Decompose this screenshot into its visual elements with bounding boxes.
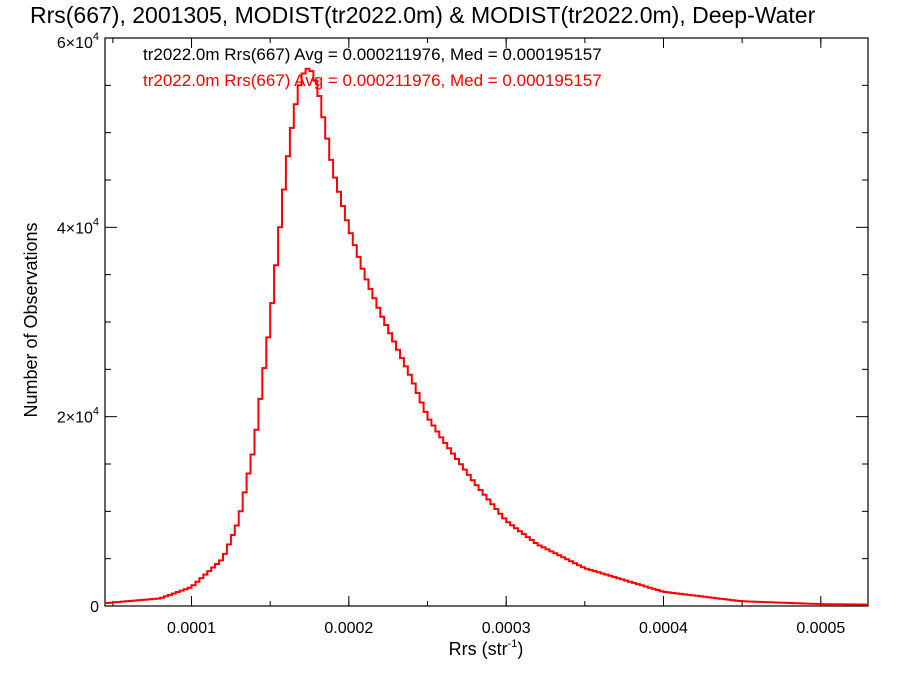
- y-tick-label: 6×104: [57, 31, 99, 52]
- annotation-line: tr2022.0m Rrs(667) Avg = 0.000211976, Me…: [143, 45, 602, 64]
- legend-annotations: tr2022.0m Rrs(667) Avg = 0.000211976, Me…: [143, 45, 602, 90]
- x-axis-label-end: ): [517, 639, 523, 659]
- y-axis-label: Number of Observations: [21, 222, 41, 417]
- chart-title: Rrs(667), 2001305, MODIST(tr2022.0m) & M…: [30, 2, 816, 28]
- y-axis: 0 2×104 4×104 6×104: [57, 31, 868, 616]
- x-axis-label-main: Rrs (str: [449, 639, 508, 659]
- y-tick-label: 0: [90, 599, 99, 616]
- x-tick-label: 0.0001: [167, 620, 216, 637]
- y-tick-label: 2×104: [57, 406, 99, 427]
- x-axis: 0.0001 0.0002 0.0003 0.0004 0.0005: [112, 38, 845, 637]
- histogram-series-line: [105, 67, 868, 606]
- x-tick-label: 0.0004: [639, 620, 688, 637]
- y-tick-label: 4×104: [57, 216, 99, 237]
- x-tick-label: 0.0003: [482, 620, 531, 637]
- x-axis-label: Rrs (str-1): [449, 638, 524, 659]
- x-tick-label: 0.0005: [796, 620, 845, 637]
- plot-frame: [104, 37, 869, 607]
- plot-border: [104, 37, 869, 607]
- annotation-line: tr2022.0m Rrs(667) Avg = 0.000211976, Me…: [143, 71, 602, 90]
- x-tick-label: 0.0002: [324, 620, 373, 637]
- x-axis-label-sup: -1: [508, 638, 518, 650]
